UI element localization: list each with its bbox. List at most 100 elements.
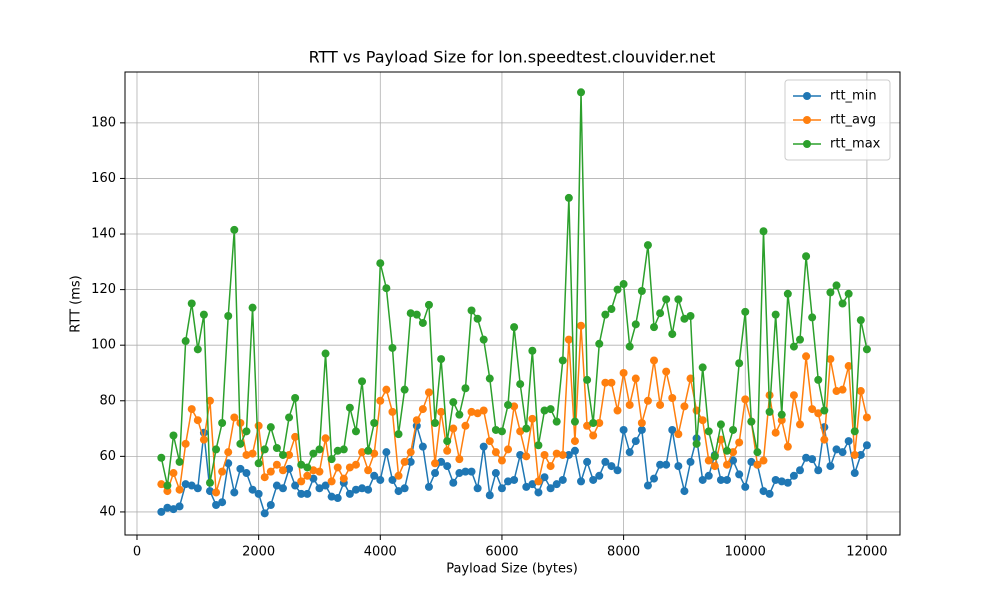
data-point [808,405,817,414]
data-point [741,482,750,491]
data-point [205,396,214,405]
y-tick-label: 60 [99,449,116,464]
data-point [248,449,257,458]
data-point [315,445,324,454]
data-point [412,310,421,319]
data-point [516,450,525,459]
y-tick-label: 180 [91,115,116,130]
y-axis-label: RTT (ms) [69,275,84,332]
data-point [838,299,847,308]
data-point [698,363,707,372]
data-point [230,225,239,234]
data-point [394,471,403,480]
data-point [783,289,792,298]
data-point [370,449,379,458]
data-point [832,281,841,290]
data-point [297,460,306,469]
data-point [315,467,324,476]
data-point [771,428,780,437]
data-point [735,359,744,368]
data-point [303,471,312,480]
legend-label: rtt_max [830,137,881,152]
data-point [181,480,190,489]
data-point [491,425,500,434]
legend-label: rtt_min [830,89,877,104]
data-point [443,437,452,446]
data-point [570,417,579,426]
data-point [321,434,330,443]
data-point [278,484,287,493]
data-point [704,427,713,436]
data-point [163,487,172,496]
data-point [783,478,792,487]
data-point [479,442,488,451]
data-point [266,467,275,476]
data-point [278,450,287,459]
data-point [431,419,440,428]
data-point [625,400,634,409]
data-point [540,450,549,459]
data-point [686,312,695,321]
data-point [303,463,312,472]
data-point [291,393,300,402]
data-point [625,342,634,351]
data-point [242,427,251,436]
data-point [406,309,415,318]
data-point [358,448,367,457]
legend-marker [803,116,811,124]
data-point [431,469,440,478]
data-point [382,385,391,394]
data-point [643,481,652,490]
data-point [455,410,464,419]
y-tick-label: 120 [91,282,116,297]
data-point [522,452,531,461]
data-point [534,441,543,450]
data-point [358,377,367,386]
data-point [613,406,622,415]
legend-marker [803,140,811,148]
data-point [242,469,251,478]
data-point [382,448,391,457]
data-point [248,485,257,494]
data-point [461,421,470,430]
data-point [388,407,397,416]
data-point [345,403,354,412]
data-point [510,402,519,411]
data-point [601,378,610,387]
data-point [723,475,732,484]
data-point [613,285,622,294]
data-point [680,314,689,323]
data-point [570,437,579,446]
data-point [418,318,427,327]
data-point [716,420,725,429]
data-point [710,462,719,471]
data-point [552,480,561,489]
data-point [850,450,859,459]
data-point [497,484,506,493]
data-point [285,413,294,422]
data-point [564,193,573,202]
data-point [844,362,853,371]
data-point [802,453,811,462]
data-point [583,457,592,466]
data-point [175,457,184,466]
data-point [382,284,391,293]
data-point [698,475,707,484]
y-tick-label: 160 [91,171,116,186]
data-point [394,430,403,439]
data-point [528,480,537,489]
data-point [601,457,610,466]
data-point [631,374,640,383]
data-point [668,425,677,434]
data-point [826,355,835,364]
data-point [236,464,245,473]
data-point [643,241,652,250]
data-point [716,475,725,484]
data-point [485,437,494,446]
data-point [558,450,567,459]
data-point [583,421,592,430]
x-axis-label: Payload Size (bytes) [446,562,578,577]
data-point [862,345,871,354]
